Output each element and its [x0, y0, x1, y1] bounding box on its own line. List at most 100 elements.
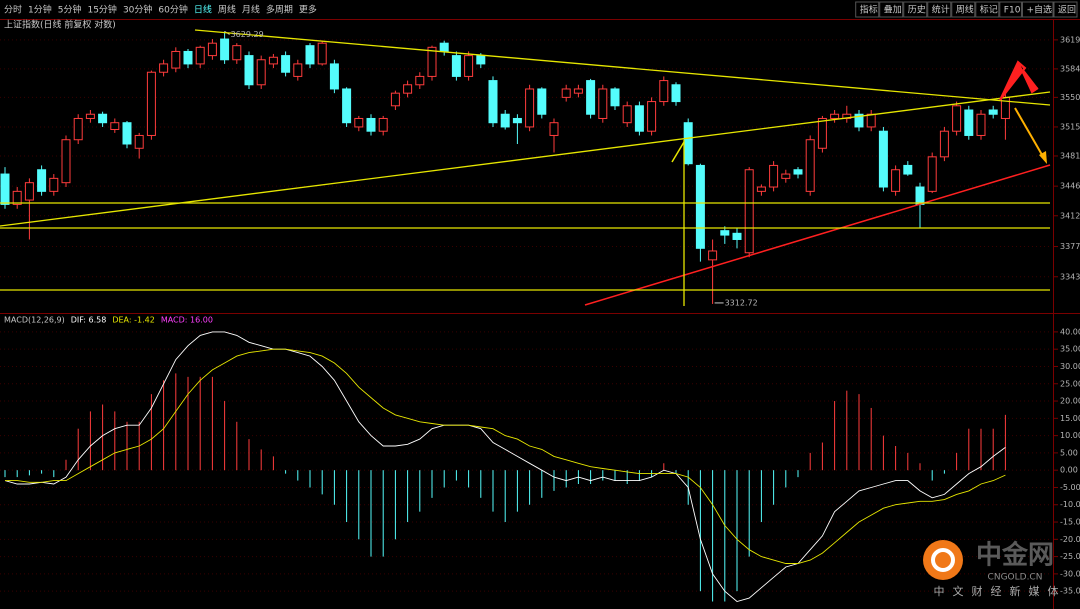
y-tick-label: 3446	[1060, 182, 1080, 191]
period-tab[interactable]: 日线	[194, 4, 212, 16]
toolbar: 分时 1分钟 5分钟 15分钟 30分钟 60分钟 日线 周线 月线 多周期 更多 返回+自选F10标…	[4, 1, 1078, 18]
candle-body	[244, 55, 254, 86]
candle-body	[805, 139, 815, 192]
candle-body	[537, 88, 547, 115]
period-tab[interactable]: 周线	[218, 4, 236, 16]
candle-body	[366, 117, 376, 132]
candle-body	[756, 186, 766, 192]
candle-body	[220, 38, 230, 61]
candle-body	[146, 71, 156, 136]
candle-body	[464, 55, 474, 77]
period-tab[interactable]: 更多	[299, 4, 317, 16]
period-tab[interactable]: 分时	[4, 4, 22, 16]
tool-button[interactable]: F10	[1004, 6, 1021, 16]
legend-entry: MACD: 16.00	[161, 316, 213, 325]
candle-body	[695, 164, 705, 249]
candle-body	[73, 117, 83, 141]
arrow	[671, 141, 685, 163]
candle-body	[659, 80, 669, 103]
candle-body	[781, 173, 791, 179]
candle-body	[610, 88, 620, 107]
tool-button[interactable]: 统计	[932, 4, 950, 16]
y-tick-label: -5.00	[1060, 483, 1080, 492]
y-tick-label: 15.00	[1060, 414, 1080, 423]
candle-body	[512, 117, 522, 124]
candle-body	[903, 164, 913, 175]
y-tick-label: -30.00	[1060, 569, 1080, 578]
y-tick-label: 40.00	[1060, 327, 1080, 336]
candle-body	[49, 177, 59, 192]
y-tick-label: 0.00	[1060, 466, 1078, 475]
candle-body	[268, 56, 278, 65]
tool-button-frame	[855, 1, 880, 18]
trend-lines	[0, 29, 1051, 306]
period-tab[interactable]: 30分钟	[123, 4, 152, 16]
tool-button-frame	[927, 1, 952, 18]
y-tick-label: 35.00	[1060, 345, 1080, 354]
tool-button[interactable]: 指标	[860, 4, 878, 16]
y-tick-label: 3343	[1060, 272, 1080, 281]
legend-entry: MACD(12,26,9)	[4, 316, 65, 325]
candle-body	[817, 117, 827, 149]
period-tab[interactable]: 15分钟	[87, 4, 116, 16]
candle-body	[952, 105, 962, 132]
candle-body	[683, 122, 693, 165]
watermark-site: CNGOLD.CN	[988, 573, 1043, 583]
y-tick-label: 10.00	[1060, 431, 1080, 440]
tool-button[interactable]: 标记	[980, 4, 998, 16]
y-tick-label: 3619	[1060, 35, 1080, 44]
candle-body	[329, 63, 339, 90]
candle-body	[964, 109, 974, 136]
y-tick-label: 3515	[1060, 122, 1080, 131]
candle-body	[427, 46, 437, 77]
y-tick-label: 3412	[1060, 211, 1080, 220]
trend-line	[0, 91, 1051, 227]
legend-entry: DIF: 6.58	[71, 316, 107, 325]
period-tab[interactable]: 多周期	[266, 4, 293, 16]
period-tab[interactable]: 月线	[242, 4, 260, 16]
candle-body	[61, 139, 71, 184]
y-tick-label: 3550	[1060, 93, 1080, 102]
candle-body	[708, 250, 718, 261]
macd-panel: 40.00 35.00 30.00 25.00 20.00 15.00 10.00 5.00 0…	[0, 327, 1080, 602]
tool-button[interactable]: +自选	[1026, 4, 1052, 16]
candle-body	[207, 42, 217, 57]
candle-body	[256, 59, 266, 86]
candle-body	[927, 156, 937, 192]
tool-button[interactable]: 历史	[908, 4, 926, 16]
candle-body	[647, 101, 657, 132]
candle-body	[98, 113, 108, 124]
candle-body	[720, 230, 730, 236]
candle-body	[354, 117, 364, 128]
candle-body	[988, 109, 998, 115]
candle-body	[769, 164, 779, 188]
tool-button-frame	[1021, 1, 1054, 18]
period-tab[interactable]: 60分钟	[158, 4, 187, 16]
candle-body	[915, 186, 925, 205]
logo	[931, 548, 955, 572]
candle-body	[159, 63, 169, 73]
period-tab[interactable]: 5分钟	[58, 4, 82, 16]
tool-button[interactable]: 返回	[1058, 4, 1076, 16]
tool-button[interactable]: 周线	[956, 4, 974, 16]
trend-line	[584, 164, 1051, 306]
candle-body	[830, 113, 840, 119]
candle-body	[634, 105, 644, 132]
y-tick-label: 3584	[1060, 64, 1080, 73]
candle-body	[476, 55, 486, 65]
candle-body	[317, 42, 327, 65]
arrow-head	[1039, 151, 1047, 164]
arrow	[999, 60, 1039, 101]
dif-line	[4, 331, 1006, 602]
watermark: 中金网 CNGOLD.CN 中文财经新媒体	[923, 540, 1059, 598]
candle-body	[134, 134, 144, 149]
tool-button-frame	[879, 1, 904, 18]
trend-line	[194, 29, 1051, 106]
tool-button-frame	[975, 1, 1000, 18]
candle-body	[281, 55, 291, 73]
arrow	[1014, 107, 1046, 161]
candle-body	[293, 63, 303, 77]
tool-button[interactable]: 叠加	[884, 5, 902, 16]
period-tab[interactable]: 1分钟	[28, 4, 52, 16]
